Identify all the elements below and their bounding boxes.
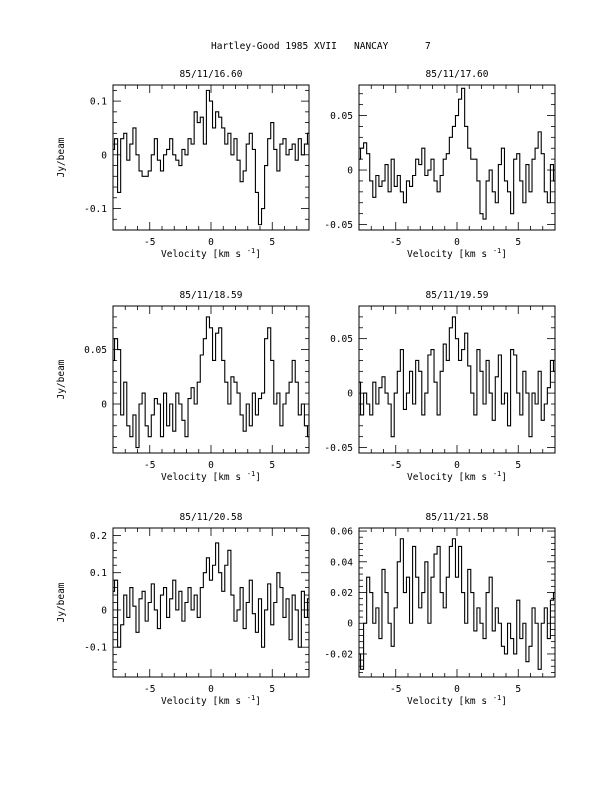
spectrum-panel-6: 85/11/21.58 -5 0 5 -0.02 0 0.02 0.04 0.06 Velocit… (324, 512, 556, 707)
spectrum-line (359, 538, 555, 670)
y-tick-label: 0.05 (330, 111, 353, 122)
panel-title: 85/11/17.60 (426, 69, 489, 80)
x-axis-label-close: ] (255, 249, 261, 260)
x-tick-label: -5 (390, 237, 401, 248)
y-tick-label: 0 (101, 605, 107, 616)
spectrum-line (359, 87, 555, 220)
spectrum-line (113, 316, 309, 449)
x-tick-label: -5 (144, 460, 155, 471)
x-axis-label-main: Velocity [km s (407, 249, 493, 260)
y-axis-label: Jy/beam (56, 582, 67, 622)
x-tick-label: 5 (269, 460, 275, 471)
x-axis-label-exponent: -1 (247, 694, 255, 702)
y-tick-label: 0 (347, 619, 353, 630)
y-tick-label: 0 (347, 389, 353, 400)
header-title: Hartley-Good 1985 XVII (211, 41, 337, 52)
y-tick-label: 0 (101, 400, 107, 411)
spectrum-panel-2: 85/11/17.60 -5 0 5 -0.05 0 0.05 Velocity [km s … (324, 69, 556, 260)
spectrum-line (113, 89, 309, 226)
x-axis-label-main: Velocity [km s (161, 696, 247, 707)
y-tick-label: 0 (347, 166, 353, 177)
plot-frame (112, 527, 310, 678)
y-tick-label: 0.05 (84, 345, 107, 356)
x-tick-label: 5 (515, 237, 521, 248)
y-tick-label: -0.05 (324, 443, 353, 454)
x-axis-label-main: Velocity [km s (161, 249, 247, 260)
x-axis-label: Velocity [km s -1] (161, 470, 261, 483)
y-tick-label: 0.06 (330, 527, 353, 538)
x-tick-label: 5 (269, 684, 275, 695)
header-site: NANCAY (354, 41, 389, 52)
y-tick-label: -0.05 (324, 220, 353, 231)
x-tick-label: 0 (208, 460, 214, 471)
header-page-number: 7 (425, 41, 431, 52)
x-axis-label-main: Velocity [km s (407, 696, 493, 707)
panel-title: 85/11/16.60 (180, 69, 243, 80)
panel-title: 85/11/20.58 (180, 512, 243, 523)
x-axis-label-main: Velocity [km s (161, 472, 247, 483)
y-tick-label: -0.1 (84, 643, 107, 654)
panel-title: 85/11/19.59 (426, 290, 489, 301)
spectrum-line (113, 542, 309, 648)
y-axis-label: Jy/beam (56, 359, 67, 399)
y-tick-label: 0.1 (90, 568, 107, 579)
y-tick-label: 0.02 (330, 588, 353, 599)
x-axis-label: Velocity [km s -1] (407, 470, 507, 483)
page-header: Hartley-Good 1985 XVII NANCAY 7 (211, 41, 431, 52)
x-tick-label: -5 (144, 237, 155, 248)
x-axis-label-close: ] (501, 472, 507, 483)
x-axis-label-exponent: -1 (247, 247, 255, 255)
y-tick-label: 0.04 (330, 557, 353, 568)
x-tick-label: 0 (454, 684, 460, 695)
y-tick-label: 0.1 (90, 97, 107, 108)
x-tick-label: -5 (390, 684, 401, 695)
x-tick-label: -5 (390, 460, 401, 471)
spectrum-panel-3: 85/11/18.59 -5 0 5 0 0.05 Velocity [km s -1] Jy… (56, 290, 310, 483)
x-axis-label-close: ] (255, 696, 261, 707)
panel-title: 85/11/21.58 (426, 512, 489, 523)
spectra-panels: 85/11/16.60 -5 0 5 -0.1 0 0.1 Velocity [km s -1… (56, 69, 556, 707)
y-axis-label: Jy/beam (56, 137, 67, 177)
x-axis-label-exponent: -1 (493, 694, 501, 702)
y-tick-label: 0.05 (330, 334, 353, 345)
spectrum-panel-4: 85/11/19.59 -5 0 5 -0.05 0 0.05 Velocity [km s … (324, 290, 556, 483)
x-axis-label: Velocity [km s -1] (407, 247, 507, 260)
x-axis-label-close: ] (501, 249, 507, 260)
x-axis-label-close: ] (501, 696, 507, 707)
y-tick-label: -0.02 (324, 649, 353, 660)
x-tick-label: -5 (144, 684, 155, 695)
x-tick-label: 0 (208, 684, 214, 695)
spectrum-panel-5: 85/11/20.58 -5 0 5 -0.1 0 0.1 0.2 Velocity [km s… (56, 512, 310, 707)
panel-title: 85/11/18.59 (180, 290, 243, 301)
x-tick-label: 5 (269, 237, 275, 248)
x-axis-label-exponent: -1 (493, 247, 501, 255)
x-tick-label: 0 (208, 237, 214, 248)
x-tick-label: 0 (454, 237, 460, 248)
x-tick-label: 5 (515, 460, 521, 471)
y-tick-label: 0.2 (90, 531, 107, 542)
y-tick-label: -0.1 (84, 204, 107, 215)
x-axis-label: Velocity [km s -1] (407, 694, 507, 707)
x-axis-label-close: ] (255, 472, 261, 483)
x-axis-label-exponent: -1 (247, 470, 255, 478)
x-axis-label: Velocity [km s -1] (161, 247, 261, 260)
spectrum-panel-1: 85/11/16.60 -5 0 5 -0.1 0 0.1 Velocity [km s -1… (56, 69, 310, 260)
x-axis-label-main: Velocity [km s (407, 472, 493, 483)
x-axis-label: Velocity [km s -1] (161, 694, 261, 707)
x-tick-label: 0 (454, 460, 460, 471)
spectrum-line (359, 316, 555, 438)
x-axis-label-exponent: -1 (493, 470, 501, 478)
x-tick-label: 5 (515, 684, 521, 695)
y-tick-label: 0 (101, 150, 107, 161)
plot-frame (358, 84, 556, 231)
